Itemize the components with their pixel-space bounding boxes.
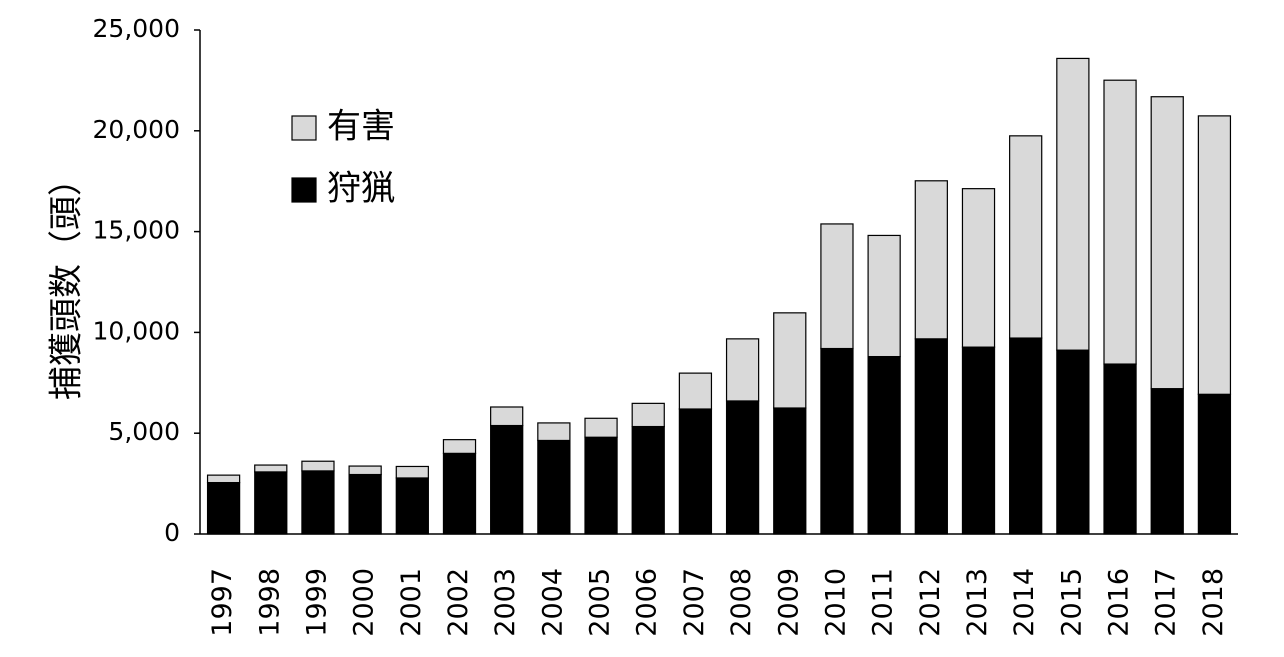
bar-nuisance-2013 xyxy=(961,188,996,348)
x-tick-label: 2001 xyxy=(396,568,427,637)
bar-hunting-2016 xyxy=(1103,363,1137,535)
x-tick-label: 2004 xyxy=(537,568,568,637)
bar-nuisance-2007 xyxy=(678,372,713,410)
bar-hunting-2002 xyxy=(442,452,477,535)
x-tick-label: 2002 xyxy=(443,568,474,637)
bar-nuisance-2014 xyxy=(1009,135,1043,339)
x-tick-label: 2012 xyxy=(915,568,946,637)
bar-hunting-2001 xyxy=(395,477,429,535)
x-tick-label: 1997 xyxy=(207,568,238,637)
bar-nuisance-2002 xyxy=(442,439,477,454)
y-tick-label: 15,000 xyxy=(93,216,180,245)
x-tick-label: 1999 xyxy=(301,568,332,637)
x-tick-label: 2017 xyxy=(1151,568,1182,637)
bar-hunting-1997 xyxy=(206,481,241,535)
x-tick-label: 2014 xyxy=(1009,568,1040,637)
bar-hunting-2018 xyxy=(1197,393,1232,535)
bar-hunting-2005 xyxy=(584,436,618,535)
bar-hunting-2000 xyxy=(348,473,382,535)
x-tick-label: 2003 xyxy=(490,568,521,637)
y-tick-label: 0 xyxy=(164,518,180,547)
bars xyxy=(206,57,1232,535)
bar-nuisance-2000 xyxy=(348,465,382,476)
bar-nuisance-2008 xyxy=(725,338,760,402)
x-tick-label: 2008 xyxy=(726,568,757,637)
legend-swatch xyxy=(291,177,317,203)
x-tick-label: 2018 xyxy=(1198,568,1229,637)
bar-nuisance-2005 xyxy=(584,417,618,438)
bar-nuisance-1998 xyxy=(254,464,288,473)
bar-hunting-2003 xyxy=(490,424,524,535)
legend-label: 狩猟 xyxy=(327,169,395,209)
bar-hunting-2006 xyxy=(631,425,665,535)
bar-nuisance-2010 xyxy=(820,223,854,350)
x-axis: 1997 1998 1999 2000 2001 2002 2003 2004 2005 2006… xyxy=(200,533,1238,637)
legend-label: 有害 xyxy=(327,107,395,147)
bar-hunting-2007 xyxy=(678,408,713,535)
bar-nuisance-2018 xyxy=(1197,115,1232,395)
x-tick-label: 2009 xyxy=(773,568,804,637)
bar-hunting-2004 xyxy=(537,439,571,535)
bar-nuisance-2003 xyxy=(490,406,524,427)
bar-nuisance-2012 xyxy=(914,180,948,340)
bar-nuisance-2011 xyxy=(867,234,901,358)
bar-nuisance-2017 xyxy=(1150,96,1184,390)
bar-hunting-2008 xyxy=(725,400,760,535)
bar-nuisance-2015 xyxy=(1056,57,1090,351)
x-tick-label: 2006 xyxy=(632,568,663,637)
bar-nuisance-2004 xyxy=(537,422,571,442)
bar-hunting-2012 xyxy=(914,338,948,535)
bar-hunting-1999 xyxy=(301,470,335,535)
x-tick-label: 2005 xyxy=(585,568,616,637)
x-tick-label: 2007 xyxy=(679,568,710,637)
bar-hunting-2010 xyxy=(820,347,854,535)
x-tick-label: 1998 xyxy=(254,568,285,637)
x-tick-label: 2015 xyxy=(1056,568,1087,637)
x-tick-label: 2010 xyxy=(820,568,851,637)
bar-hunting-2009 xyxy=(773,407,807,535)
bar-nuisance-2006 xyxy=(631,402,665,428)
bar-hunting-1998 xyxy=(254,471,288,535)
legend-swatch xyxy=(291,115,317,141)
x-tick-label: 2013 xyxy=(962,568,993,637)
bar-hunting-2013 xyxy=(961,346,996,535)
bar-nuisance-1999 xyxy=(301,460,335,472)
x-tick-label: 2016 xyxy=(1104,568,1135,637)
y-axis-title: 捕獲頭数（頭） xyxy=(47,162,87,400)
y-tick-label: 5,000 xyxy=(108,417,180,446)
bar-hunting-2014 xyxy=(1009,337,1043,535)
bar-nuisance-1997 xyxy=(206,474,241,484)
y-tick-label: 20,000 xyxy=(93,115,180,144)
bar-hunting-2015 xyxy=(1056,349,1090,535)
bar-nuisance-2009 xyxy=(773,312,807,409)
bar-nuisance-2001 xyxy=(395,465,429,479)
bar-hunting-2017 xyxy=(1150,388,1184,535)
x-tick-label: 2011 xyxy=(868,568,899,637)
y-tick-label: 10,000 xyxy=(93,316,180,345)
bar-nuisance-2016 xyxy=(1103,79,1137,365)
y-axis: 0 5,000 10,000 15,000 20,000 25,000 xyxy=(93,14,201,547)
x-tick-label: 2000 xyxy=(349,568,380,637)
y-tick-label: 25,000 xyxy=(93,14,180,43)
bar-hunting-2011 xyxy=(867,355,901,535)
